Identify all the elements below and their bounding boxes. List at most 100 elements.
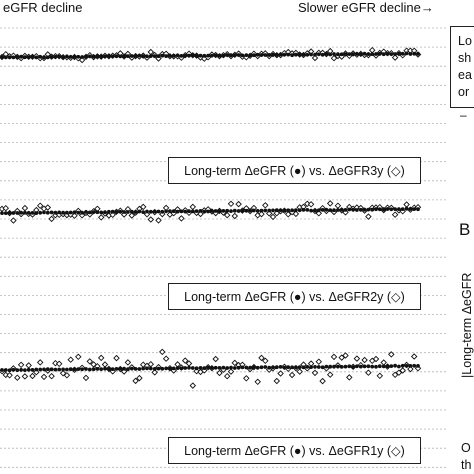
filled-circle-point <box>389 364 394 368</box>
filled-circle-point <box>114 210 119 214</box>
filled-circle-point <box>336 364 340 369</box>
filled-circle-point <box>91 54 96 59</box>
filled-circle-point <box>271 52 275 57</box>
filled-circle-point <box>324 207 329 212</box>
filled-circle-point <box>194 209 199 214</box>
filled-circle-point <box>156 209 161 214</box>
filled-circle-point <box>229 209 233 214</box>
filled-circle-point <box>362 364 367 369</box>
filled-circle-point <box>156 366 161 371</box>
filled-circle-point <box>229 53 233 58</box>
filled-circle-point <box>366 364 371 369</box>
filled-circle-point <box>366 207 371 212</box>
filled-circle-point <box>65 210 69 215</box>
filled-circle-point <box>263 365 268 369</box>
open-diamond-point <box>136 374 143 382</box>
filled-circle-point <box>221 53 226 58</box>
open-diamond-point <box>338 354 345 361</box>
open-diamond-point <box>25 362 32 369</box>
filled-circle-point <box>7 55 12 60</box>
filled-circle-point <box>393 52 397 56</box>
filled-circle-point <box>282 365 287 370</box>
filled-circle-point <box>160 366 165 371</box>
filled-circle-point <box>412 207 417 212</box>
open-diamond-point <box>334 202 342 209</box>
filled-circle-point <box>49 55 54 59</box>
filled-circle-point <box>15 368 20 372</box>
filled-circle-point <box>301 365 306 370</box>
vertical-axis-label: |Long-term ΔeGFR <box>460 258 474 378</box>
filled-circle-point <box>332 208 336 213</box>
filled-circle-point <box>374 52 378 56</box>
filled-circle-point <box>190 209 195 214</box>
filled-circle-point <box>152 54 157 58</box>
filled-circle-point <box>137 367 142 371</box>
filled-circle-point <box>385 52 390 56</box>
open-diamond-point <box>372 355 380 363</box>
filled-circle-point <box>148 209 153 214</box>
filled-circle-point <box>206 53 211 58</box>
filled-circle-point <box>297 208 302 213</box>
filled-circle-point <box>267 208 272 213</box>
filled-circle-point <box>122 54 126 59</box>
open-diamond-point <box>311 54 319 62</box>
filled-circle-point <box>84 367 88 371</box>
filled-circle-point <box>152 209 157 214</box>
open-diamond-point <box>189 382 197 389</box>
filled-circle-point <box>76 367 81 371</box>
filled-circle-point <box>7 211 12 215</box>
filled-circle-point <box>80 55 84 59</box>
filled-circle-point <box>286 52 291 57</box>
filled-circle-point <box>358 52 363 57</box>
open-diamond-point <box>399 367 406 374</box>
filled-circle-point <box>408 52 413 56</box>
filled-circle-point <box>324 52 329 56</box>
filled-circle-point <box>374 364 378 369</box>
filled-circle-point <box>267 53 272 57</box>
open-diamond-point <box>365 213 372 220</box>
open-diamond-point <box>346 374 353 381</box>
filled-circle-point <box>49 210 54 215</box>
filled-circle-point <box>160 209 165 214</box>
filled-circle-point <box>316 208 321 213</box>
filled-circle-point <box>385 364 390 369</box>
filled-circle-point <box>26 211 31 215</box>
filled-circle-point <box>30 211 35 215</box>
open-diamond-point <box>361 356 368 364</box>
open-diamond-point <box>326 371 334 378</box>
open-diamond-point <box>36 202 44 209</box>
filled-circle-point <box>301 52 306 57</box>
open-diamond-point <box>227 368 235 375</box>
filled-circle-point <box>107 54 111 59</box>
open-diamond-point <box>10 217 17 224</box>
filled-circle-point <box>339 365 344 369</box>
filled-circle-point <box>362 207 367 212</box>
filled-circle-point <box>198 209 203 213</box>
filled-circle-point <box>87 54 92 59</box>
side-tick: – <box>460 108 467 122</box>
open-diamond-point <box>189 203 197 211</box>
filled-circle-point <box>290 365 294 370</box>
filled-circle-point <box>107 209 111 214</box>
filled-circle-point <box>278 52 283 57</box>
filled-circle-point <box>377 364 382 369</box>
open-diamond-point <box>2 371 10 379</box>
open-diamond-point <box>48 215 55 223</box>
header-left-label: eGFR decline <box>3 0 83 15</box>
filled-circle-point <box>408 207 413 211</box>
filled-circle-point <box>133 367 138 371</box>
open-diamond-point <box>269 213 277 221</box>
filled-circle-point <box>179 366 184 371</box>
filled-circle-point <box>217 366 222 370</box>
open-diamond-point <box>101 361 109 368</box>
filled-circle-point <box>290 208 294 213</box>
filled-circle-point <box>244 53 249 57</box>
filled-circle-point <box>118 366 123 371</box>
filled-circle-point <box>358 207 363 212</box>
filled-circle-point <box>274 53 279 57</box>
filled-circle-point <box>49 367 54 372</box>
filled-circle-point <box>26 55 31 60</box>
filled-circle-point <box>114 367 119 371</box>
filled-circle-point <box>408 364 413 368</box>
